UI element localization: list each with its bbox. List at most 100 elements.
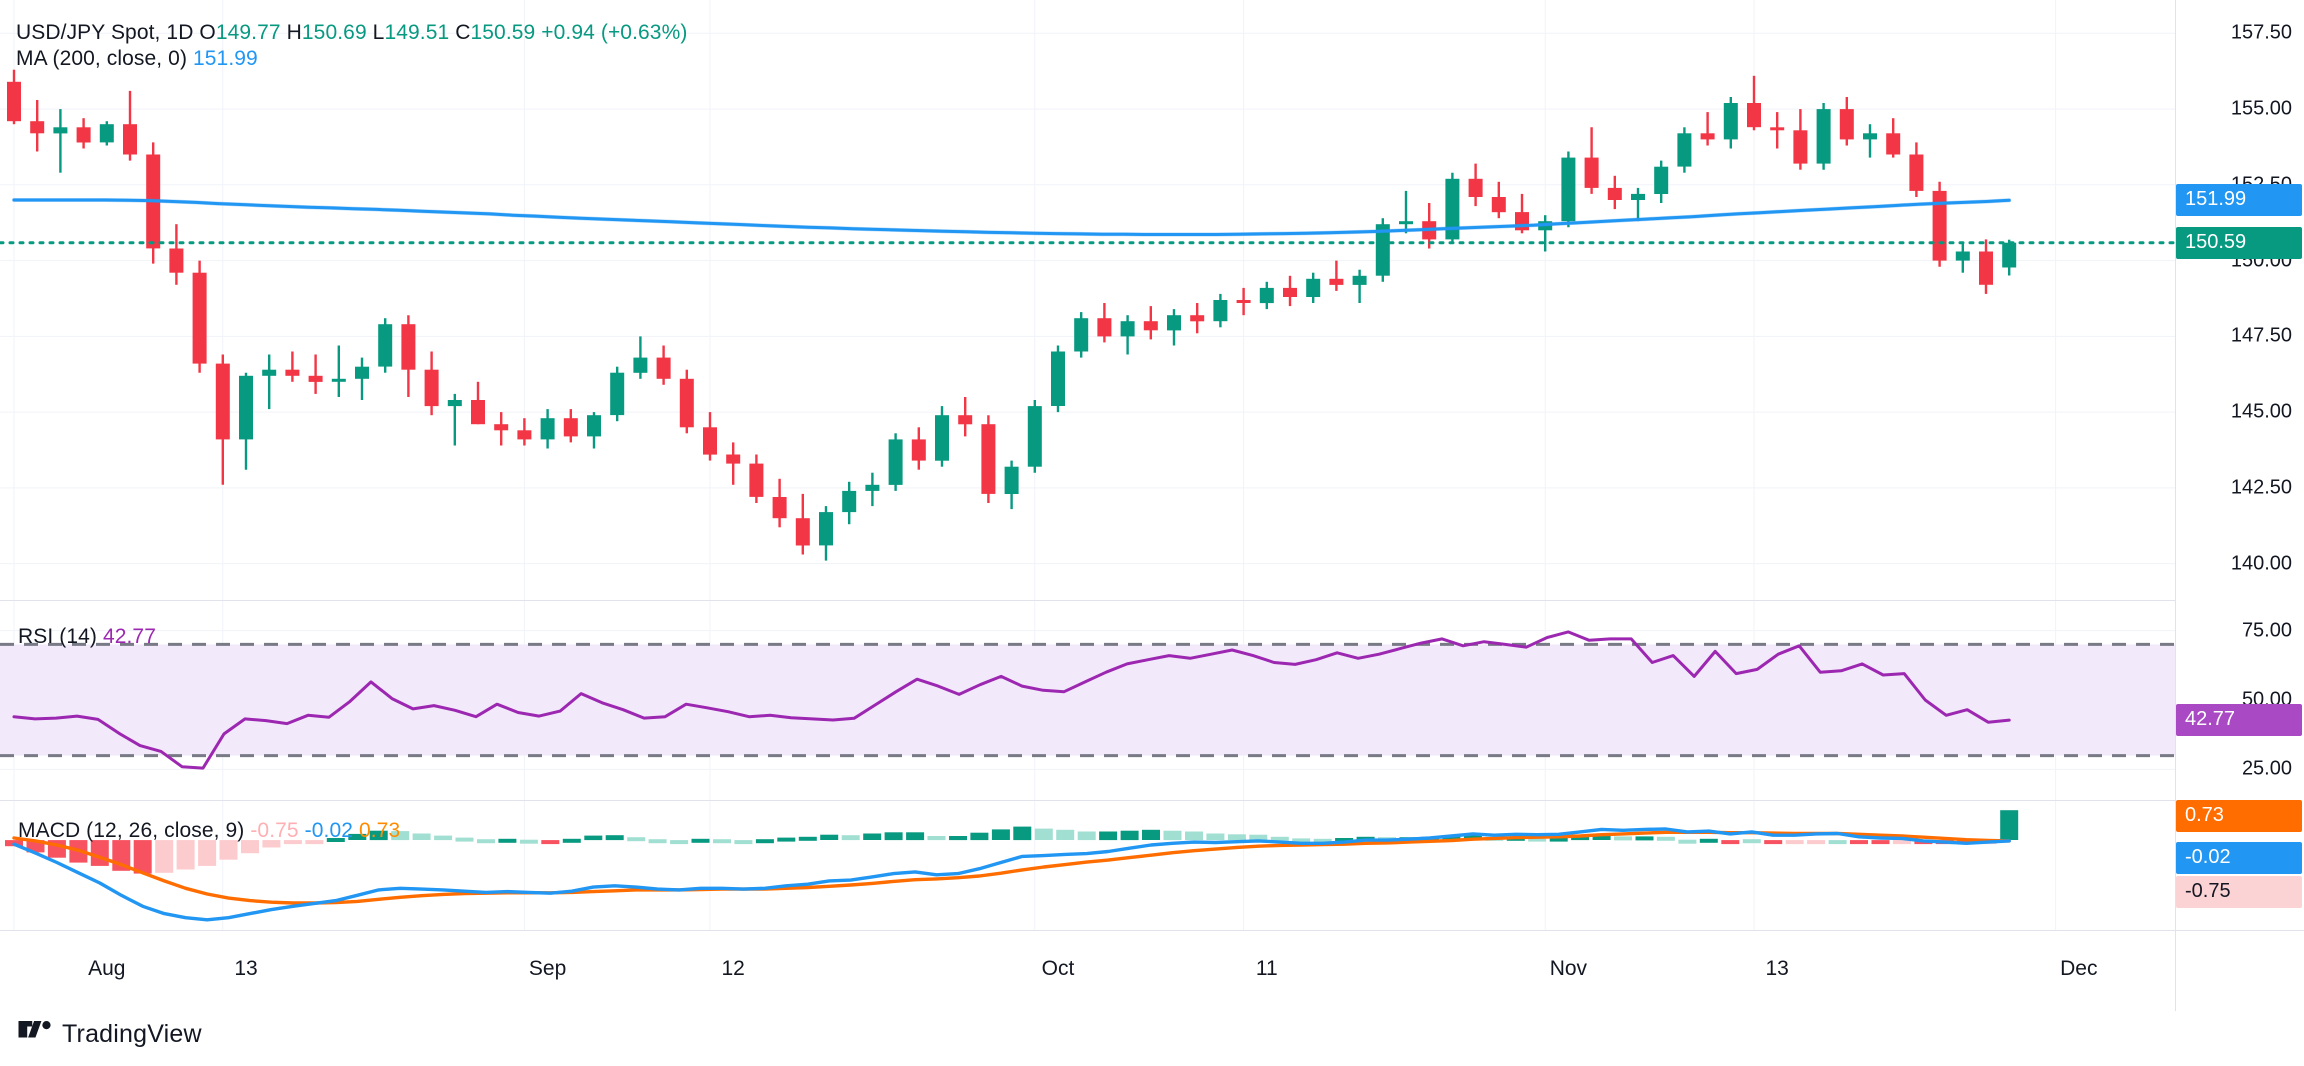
macd-histogram-bar [412, 833, 431, 840]
pane-divider[interactable] [0, 800, 2175, 801]
candlestick [30, 100, 45, 152]
price-axis[interactable]: 157.50155.00152.50150.00147.50145.00142.… [2175, 0, 2304, 600]
macd-histogram-bar [1142, 829, 1160, 840]
ma-price-badge[interactable]: 151.99 [2176, 184, 2302, 217]
macd-histogram-bar [1270, 836, 1289, 841]
time-tick: 13 [234, 957, 258, 980]
candlestick [865, 472, 880, 507]
ma-label: MA (200, close, 0) [16, 47, 188, 70]
rsi-axis[interactable]: 75.00 50.00 25.00 42.77 [2175, 600, 2304, 800]
candlestick [285, 351, 300, 382]
rsi-legend[interactable]: RSI (14) 42.77 [18, 624, 156, 650]
candlestick [76, 118, 91, 149]
candlestick [1375, 218, 1390, 282]
macd-histogram-bar [755, 839, 774, 844]
macd-line-badge[interactable]: -0.02 [2176, 842, 2302, 874]
rsi-label: RSI (14) [18, 625, 97, 648]
candlestick [215, 354, 230, 485]
macd-axis[interactable]: 0.73 -0.02 -0.75 [2175, 800, 2304, 930]
macd-histogram-bar [1807, 840, 1826, 845]
macd-histogram-bar [1099, 831, 1118, 841]
time-tick: Sep [528, 957, 567, 980]
candlestick [749, 454, 764, 503]
macd-histogram-bar [1292, 838, 1311, 843]
ohlc-values: O149.77 H150.69 L149.51 C150.59 [199, 21, 541, 44]
macd-histogram-bar [691, 838, 710, 843]
candlestick [1097, 303, 1112, 343]
price-pane[interactable]: 157.50155.00152.50150.00147.50145.00142.… [0, 0, 2304, 600]
macd-histogram-bar [713, 839, 731, 844]
macd-histogram-bar [1721, 840, 1740, 845]
pane-divider[interactable] [0, 600, 2175, 601]
macd-histogram-bar [1163, 830, 1182, 841]
rsi-value-badge[interactable]: 42.77 [2176, 704, 2302, 737]
ohlc-c: C150.59 [449, 21, 535, 44]
candlestick [146, 142, 161, 264]
macd-histogram-bar [1892, 840, 1911, 845]
candlestick [53, 109, 68, 173]
price-legend[interactable]: USD/JPY Spot, 1D O149.77 H150.69 L149.51… [16, 20, 687, 46]
rsi-tick: 25.00 [2241, 757, 2292, 780]
rsi-line [12, 630, 2011, 770]
time-tick: 12 [721, 957, 745, 980]
macd-histogram-bar [1571, 836, 1590, 841]
candlestick [1259, 281, 1274, 310]
last-price-badge[interactable]: 150.59 [2176, 226, 2302, 259]
macd-histogram-bar [1335, 838, 1354, 842]
ma-legend[interactable]: MA (200, close, 0) 151.99 [16, 46, 258, 72]
candlestick [331, 345, 346, 397]
candlestick [99, 121, 114, 146]
candlestick [401, 315, 416, 397]
candlestick [819, 506, 833, 561]
macd-histogram-bar [262, 840, 281, 848]
candlestick [1723, 97, 1738, 149]
macd-histogram-bar [198, 840, 217, 866]
candlestick [633, 336, 648, 379]
macd-histogram-bar [841, 835, 860, 841]
macd-histogram-bar [820, 834, 839, 840]
macd-signal-badge[interactable]: -0.75 [2176, 876, 2302, 908]
rsi-band [0, 644, 2175, 756]
macd-histogram-bar [391, 831, 410, 841]
candlestick [262, 354, 277, 410]
macd-plot-area[interactable] [0, 800, 2175, 930]
ohlc-h: H150.69 [281, 21, 367, 44]
macd-pane[interactable]: 0.73 -0.02 -0.75 [0, 800, 2304, 930]
candlestick [1886, 118, 1901, 158]
ohlc-key: C [449, 21, 471, 44]
macd-histogram-bar [1077, 831, 1096, 841]
macd-histogram-bar [1656, 836, 1675, 841]
candlestick [1329, 260, 1344, 291]
macd-histogram-bar [1871, 840, 1890, 845]
macd-histogram-bar [283, 840, 302, 845]
symbol-title[interactable]: USD/JPY Spot, 1D [16, 21, 194, 44]
macd-histogram-bar [1013, 826, 1032, 841]
macd-histogram-bar [863, 833, 882, 840]
candlestick [1538, 215, 1553, 252]
macd-hist-badge[interactable]: 0.73 [2176, 800, 2302, 832]
rsi-plot-area[interactable] [0, 600, 2175, 800]
price-tick: 155.00 [2230, 97, 2292, 120]
tradingview-logo[interactable]: TradingView [18, 1020, 202, 1049]
axis-divider [2175, 931, 2176, 1011]
candlestick [656, 345, 671, 385]
rsi-pane[interactable]: 75.00 50.00 25.00 42.77 [0, 600, 2304, 800]
candlestick [935, 406, 949, 467]
candlestick [1979, 239, 1993, 294]
price-plot-area[interactable] [0, 0, 2175, 600]
macd-histogram-bar [519, 839, 538, 844]
candlestick [610, 366, 625, 422]
tradingview-logo-text: TradingView [62, 1020, 202, 1048]
macd-histogram-bar [133, 840, 152, 874]
candlestick [911, 427, 926, 470]
time-axis[interactable]: Aug 13 Sep 12 Oct 11 Nov 13 Dec [0, 930, 2304, 1011]
macd-histogram-bar [605, 835, 624, 841]
candlestick [1468, 163, 1483, 207]
candlestick [1236, 287, 1251, 316]
macd-label: MACD (12, 26, close, 9) [18, 819, 245, 842]
macd-legend[interactable]: MACD (12, 26, close, 9) -0.75 -0.02 0.73 [18, 818, 400, 844]
candlestick [958, 397, 973, 437]
macd-histogram-bar [1635, 836, 1654, 841]
candlestick [795, 493, 810, 555]
macd-histogram-bar [670, 840, 689, 845]
